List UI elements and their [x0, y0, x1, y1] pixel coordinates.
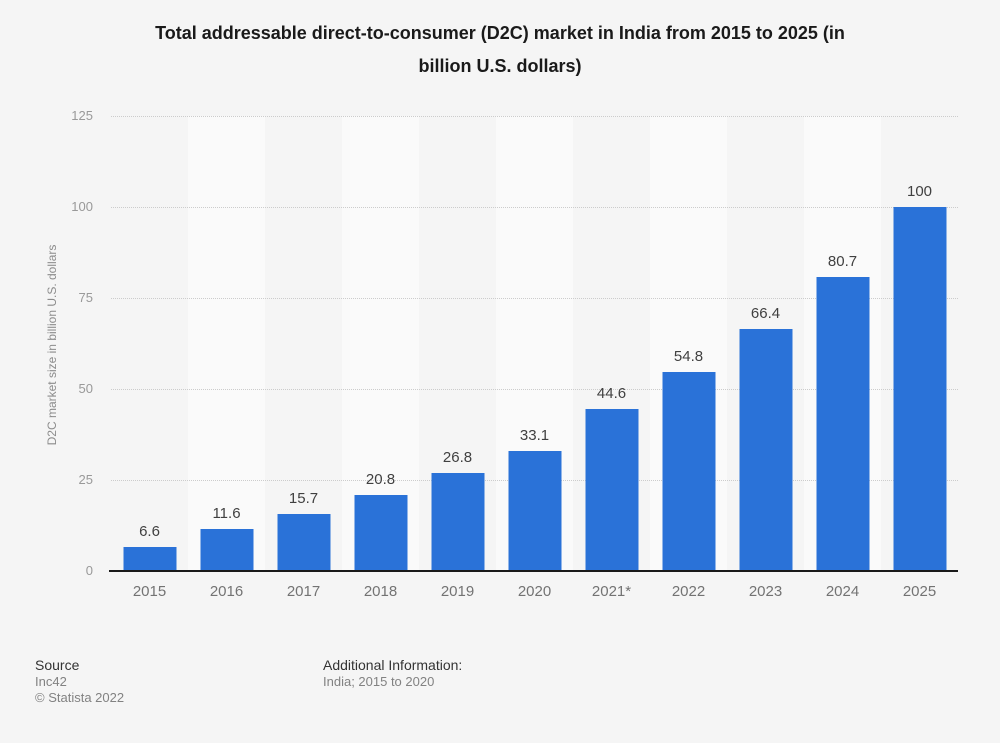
- x-tick-label-2023: 2023: [748, 583, 783, 600]
- plot-column-2015: 6.6 2015: [111, 116, 188, 600]
- bar-2025: [893, 207, 946, 571]
- plot-column-2022: 54.8 2022: [650, 116, 727, 600]
- gridline-100: [111, 207, 958, 208]
- x-tick-label-2020: 2020: [517, 583, 552, 600]
- gridline-125: [111, 116, 958, 117]
- chart-title: Total addressable direct-to-consumer (D2…: [0, 17, 1000, 83]
- bar-2023: [739, 329, 792, 571]
- additional-info-value: India; 2015 to 2020: [323, 674, 435, 689]
- plot-column-2020: 33.1 2020: [496, 116, 573, 600]
- bar-2016: [200, 528, 253, 571]
- plot-column-2016: 11.6 2016: [188, 116, 265, 600]
- x-tick-label-2024: 2024: [825, 583, 860, 600]
- bar-value-label-2022: 54.8: [673, 347, 704, 365]
- bar-value-label-2021: 44.6: [596, 384, 627, 402]
- plot-column-2025: 100 2025: [881, 116, 958, 600]
- plot-column-2023: 66.4 2023: [727, 116, 804, 600]
- x-tick-label-2019: 2019: [440, 583, 475, 600]
- additional-info-label: Additional Information:: [323, 657, 463, 673]
- source-value: Inc42: [35, 674, 67, 689]
- plot-area: 6.6 2015 11.6 2016 15.7 2017 20.8 2018 26.8 2019 3…: [109, 116, 958, 600]
- x-axis-line: [109, 570, 958, 572]
- bar-value-label-2023: 66.4: [750, 305, 781, 323]
- chart-title-line1: Total addressable direct-to-consumer (D2…: [155, 23, 845, 43]
- bar-2019: [431, 473, 484, 571]
- footer-additional-block: Additional Information: India; 2015 to 2…: [323, 657, 462, 690]
- bar-value-label-2024: 80.7: [827, 253, 858, 271]
- bar-2015: [123, 546, 176, 571]
- bar-value-label-2015: 6.6: [139, 522, 160, 540]
- y-tick-label-25: 25: [78, 472, 93, 487]
- copyright-notice: © Statista 2022: [35, 690, 125, 705]
- bar-value-label-2025: 100: [906, 183, 933, 200]
- bar-value-label-2018: 20.8: [365, 471, 396, 489]
- x-tick-label-2015: 2015: [132, 583, 167, 600]
- x-tick-label-2025: 2025: [902, 583, 937, 600]
- x-tick-label-2018: 2018: [363, 583, 398, 600]
- bar-2018: [354, 495, 407, 571]
- bar-2022: [662, 371, 715, 571]
- y-axis-ticks: 0 25 50 75 100 125: [20, 108, 93, 578]
- bar-value-label-2016: 11.6: [212, 504, 241, 522]
- x-tick-label-2022: 2022: [671, 583, 706, 600]
- bar-2017: [277, 513, 330, 571]
- y-tick-label-0: 0: [85, 563, 93, 578]
- x-tick-label-2021: 2021*: [591, 583, 632, 600]
- bar-value-label-2017: 15.7: [288, 489, 319, 507]
- y-tick-label-75: 75: [78, 290, 93, 305]
- bar-2021: [585, 408, 638, 571]
- y-tick-label-125: 125: [71, 108, 93, 123]
- plot-column-2017: 15.7 2017: [265, 116, 342, 600]
- gridline-75: [111, 298, 958, 299]
- chart-title-line2: billion U.S. dollars): [418, 56, 582, 76]
- gridline-50: [111, 389, 958, 390]
- plot-column-2019: 26.8 2019: [419, 116, 496, 600]
- plot-column-2018: 20.8 2018: [342, 116, 419, 600]
- x-tick-label-2017: 2017: [286, 583, 321, 600]
- plot-column-2021: 44.6 2021*: [573, 116, 650, 600]
- source-label: Source: [35, 657, 80, 673]
- bar-2020: [508, 450, 561, 571]
- bar-value-label-2019: 26.8: [442, 449, 473, 467]
- bar-2024: [816, 277, 869, 571]
- y-tick-label-100: 100: [71, 199, 93, 214]
- plot-column-2024: 80.7 2024: [804, 116, 881, 600]
- bar-value-label-2020: 33.1: [519, 426, 550, 444]
- y-tick-label-50: 50: [78, 381, 93, 396]
- x-tick-label-2016: 2016: [209, 583, 244, 600]
- footer-source-block: Source Inc42 © Statista 2022: [35, 657, 124, 706]
